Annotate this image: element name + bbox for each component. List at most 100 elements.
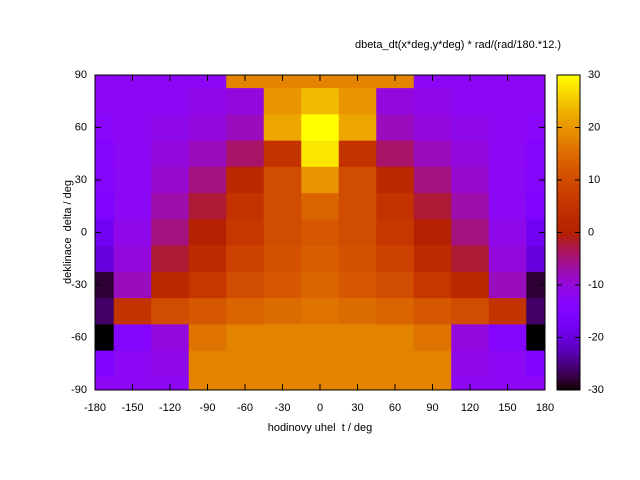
heatmap-cell — [488, 193, 527, 220]
y-tick-label: -30 — [71, 279, 87, 291]
heatmap-cell — [226, 219, 265, 247]
heatmap-cell — [451, 140, 490, 168]
heatmap-cell — [151, 298, 190, 325]
colorbar-segment — [557, 90, 580, 94]
x-tick-label: 30 — [351, 402, 363, 414]
heatmap-cell — [526, 298, 546, 325]
colorbar-segment — [557, 358, 580, 362]
x-tick-label: 150 — [498, 402, 516, 414]
heatmap-cell — [413, 75, 452, 89]
y-tick-label: 0 — [81, 226, 87, 238]
y-tick-label: -90 — [71, 384, 87, 396]
heatmap-cell — [188, 166, 227, 194]
heatmap-cell — [488, 219, 527, 247]
heatmap-cell — [451, 75, 490, 89]
colorbar-segment — [557, 169, 580, 173]
colorbar-segment — [557, 185, 580, 189]
colorbar-segment — [557, 114, 580, 118]
colorbar-segment — [557, 219, 580, 223]
y-tick-label: 30 — [75, 174, 87, 186]
heatmap-cell — [113, 166, 152, 194]
heatmap-cell — [226, 376, 265, 391]
heatmap-cell — [188, 350, 227, 378]
heatmap-cell — [113, 376, 152, 391]
colorbar-segment — [557, 269, 580, 273]
heatmap-cell — [451, 88, 490, 115]
heatmap-cell — [95, 324, 115, 352]
heatmap-cell — [451, 271, 490, 299]
colorbar-segment — [557, 82, 580, 86]
colorbar-segment — [557, 109, 580, 113]
colorbar-segment — [557, 348, 580, 352]
colorbar-segment — [557, 264, 580, 268]
heatmap-cell — [151, 350, 190, 378]
heatmap-cell — [413, 219, 452, 247]
colorbar-segment — [557, 384, 580, 388]
colorbar-segment — [557, 337, 580, 341]
heatmap-cell — [95, 219, 115, 247]
heatmap-cell — [376, 88, 415, 115]
heatmap-cell — [451, 298, 490, 325]
colorbar-segment — [557, 208, 580, 212]
colorbar — [557, 75, 580, 391]
heatmap-cell — [301, 376, 340, 391]
heatmap-cell — [376, 298, 415, 325]
heatmap-cell — [226, 166, 265, 194]
colorbar-segment — [557, 166, 580, 170]
colorbar-segment — [557, 324, 580, 328]
y-axis-label: deklinace delta / deg — [62, 180, 74, 284]
colorbar-segment — [557, 350, 580, 354]
y-tick-label: -60 — [71, 331, 87, 343]
colorbar-segment — [557, 124, 580, 128]
y-tick-label: 90 — [75, 69, 87, 81]
colorbar-segment — [557, 75, 580, 79]
colorbar-segment — [557, 232, 580, 236]
heatmap-cell — [488, 140, 527, 168]
colorbar-segment — [557, 361, 580, 365]
colorbar-segment — [557, 103, 580, 107]
heatmap-cell — [526, 88, 546, 115]
colorbar-segment — [557, 369, 580, 373]
x-tick-label: 180 — [536, 402, 554, 414]
heatmap-cell — [413, 193, 452, 220]
colorbar-segment — [557, 295, 580, 299]
heatmap-cell — [263, 75, 302, 89]
heatmap-cell — [95, 350, 115, 378]
heatmap-cell — [451, 376, 490, 391]
colorbar-segment — [557, 195, 580, 199]
heatmap-cell — [151, 114, 190, 142]
heatmap-cell — [151, 219, 190, 247]
heatmap-cell — [338, 271, 377, 299]
colorbar-segment — [557, 148, 580, 152]
colorbar-segment — [557, 229, 580, 233]
heatmap-cell — [488, 324, 527, 352]
colorbar-tick-label: -10 — [588, 279, 604, 291]
colorbar-tick-label: 0 — [588, 226, 594, 238]
colorbar-segment — [557, 80, 580, 84]
heatmap-cell — [188, 298, 227, 325]
colorbar-segment — [557, 285, 580, 289]
colorbar-segment — [557, 258, 580, 262]
heatmap-cell — [376, 376, 415, 391]
colorbar-segment — [557, 355, 580, 359]
heatmap-cell — [413, 166, 452, 194]
colorbar-segment — [557, 353, 580, 357]
colorbar-segment — [557, 374, 580, 378]
heatmap-cell — [488, 271, 527, 299]
colorbar-segment — [557, 271, 580, 275]
colorbar-segment — [557, 187, 580, 191]
heatmap-cell — [188, 324, 227, 352]
heatmap-cell — [151, 324, 190, 352]
colorbar-segment — [557, 122, 580, 126]
heatmap-cell — [95, 245, 115, 273]
heatmap-cell — [488, 350, 527, 378]
colorbar-segment — [557, 345, 580, 349]
x-tick-label: -180 — [84, 402, 106, 414]
colorbar-segment — [557, 153, 580, 157]
heatmap-cell — [226, 298, 265, 325]
heatmap-cell — [188, 219, 227, 247]
colorbar-segment — [557, 366, 580, 370]
heatmap-cell — [488, 88, 527, 115]
heatmap-cell — [95, 271, 115, 299]
heatmap-cell — [151, 140, 190, 168]
